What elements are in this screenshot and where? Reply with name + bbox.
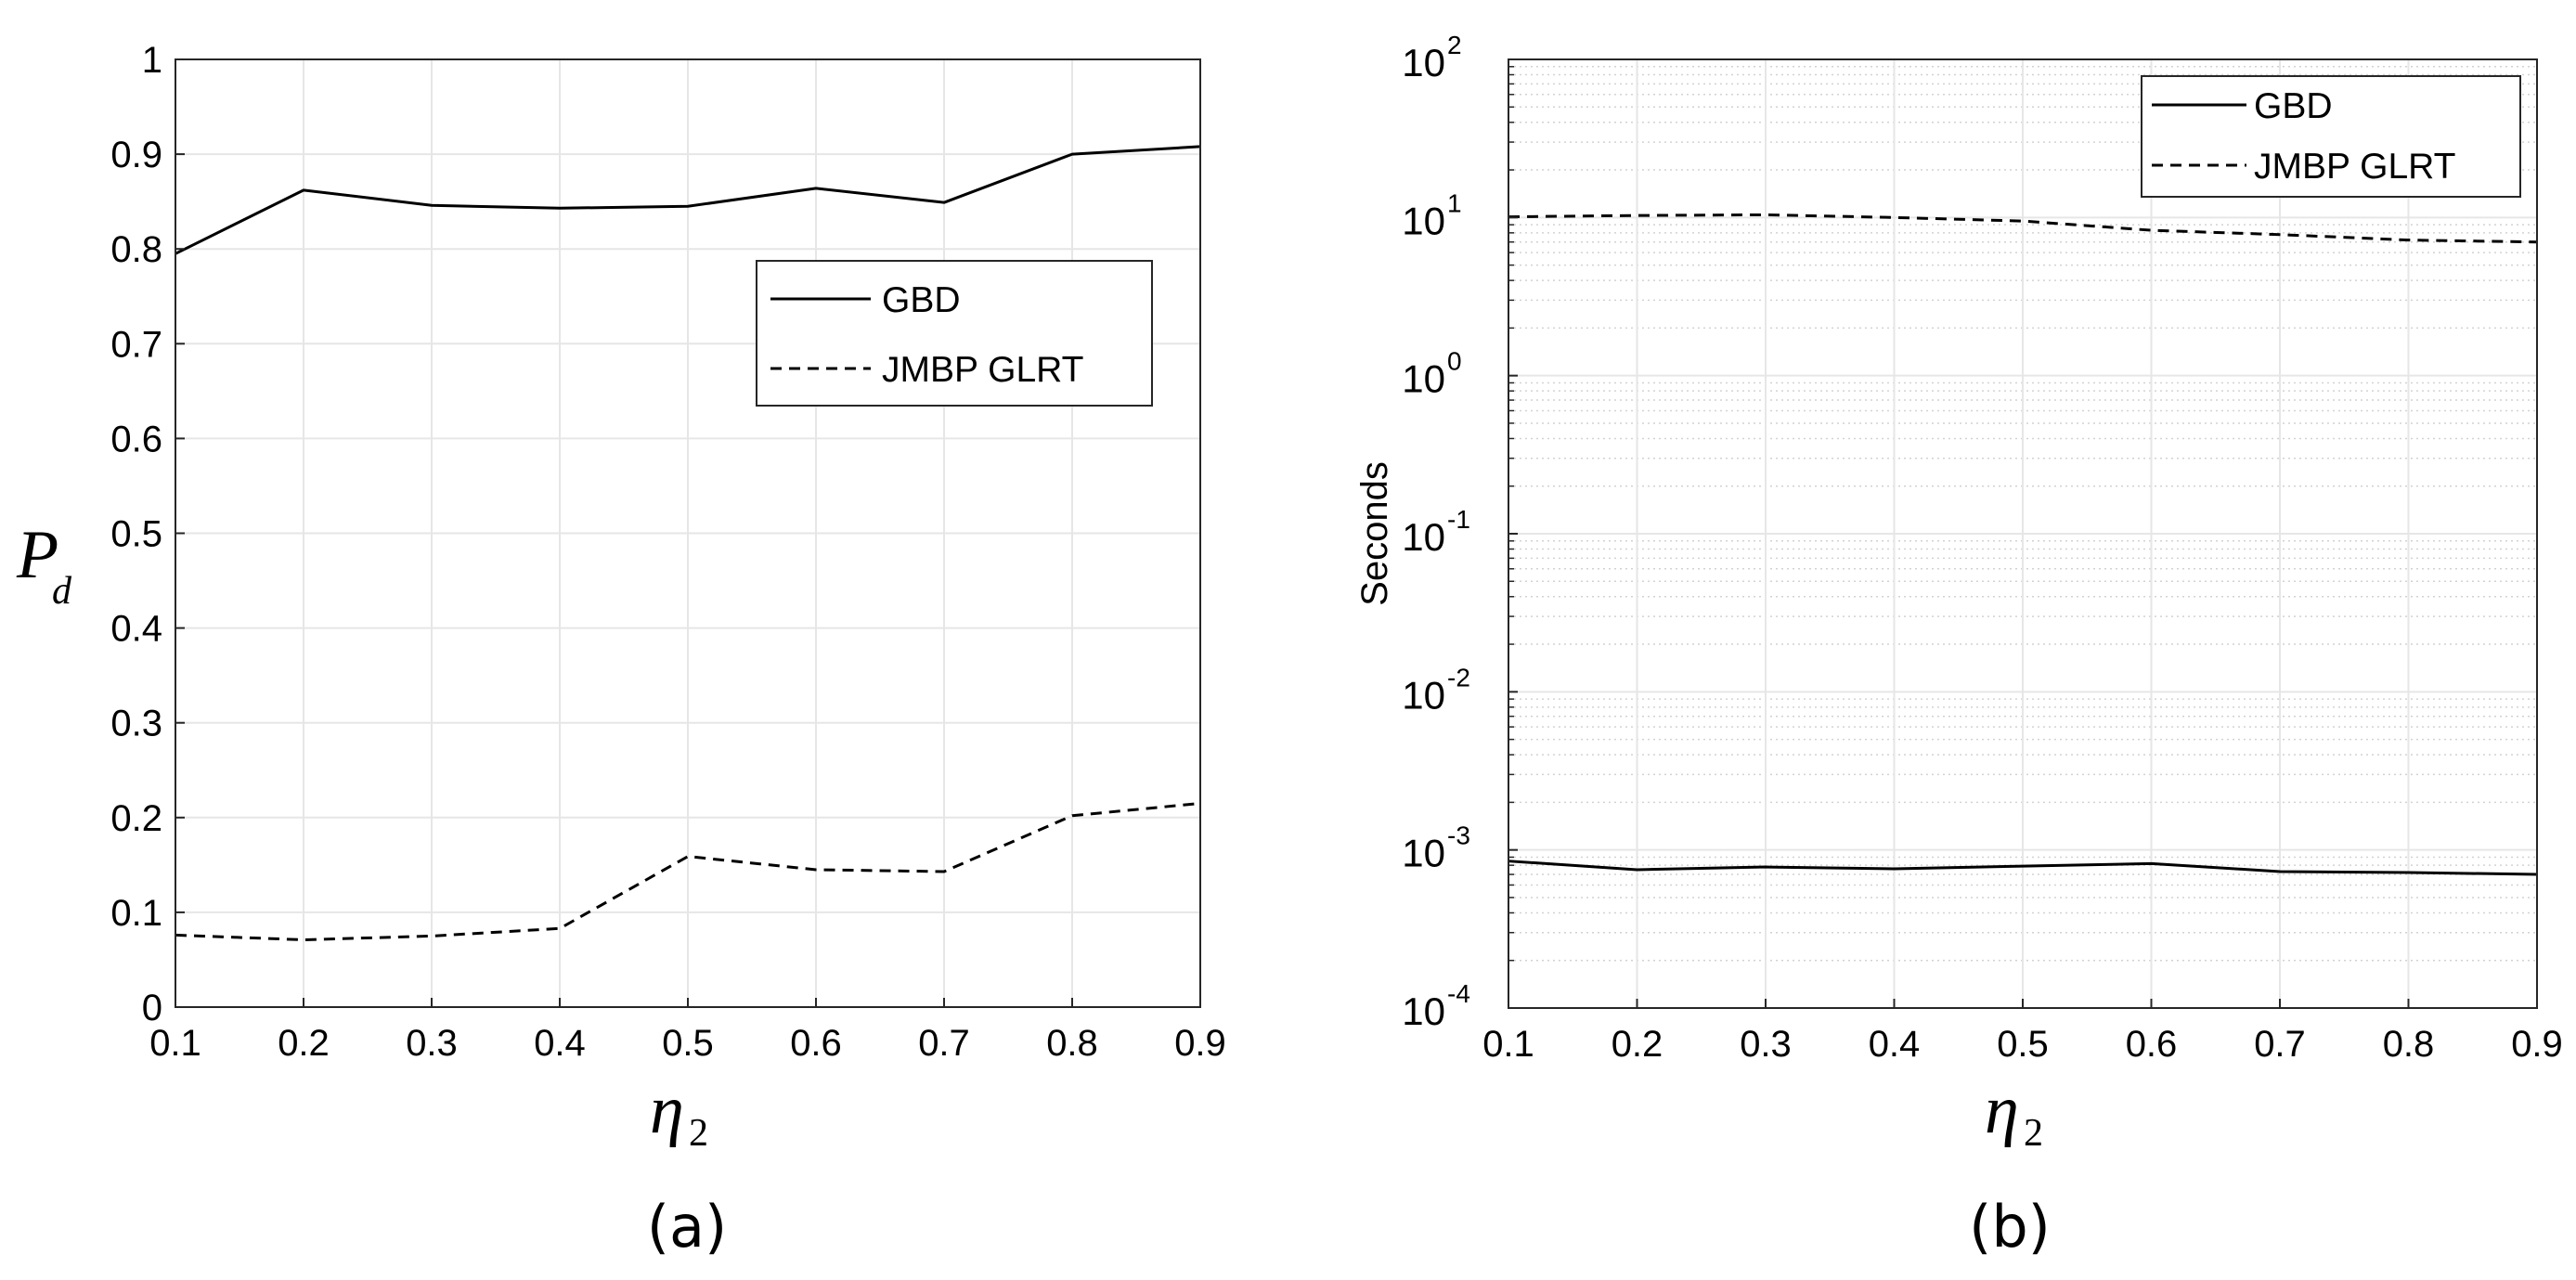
chart-b-legend-label-jmbp: JMBP GLRT xyxy=(2254,147,2455,187)
chart-b-ytick-label: 10 -3 xyxy=(1402,821,1470,875)
chart-a-ytick-label: 0 xyxy=(142,988,162,1028)
chart-a-ytick-label: 0.4 xyxy=(110,609,162,650)
chart-a-ylabel-subscript: d xyxy=(52,570,72,613)
chart-b-ytick-label-base: 10 xyxy=(1402,673,1445,717)
chart-a-ytick-label: 0.3 xyxy=(110,704,162,744)
chart-a-series-gbd-line xyxy=(175,145,1201,255)
chart-a-legend: GBD JMBP GLRT xyxy=(756,260,1153,407)
chart-a-ylabel: P xyxy=(16,517,58,593)
chart-b-ytick-label-base: 10 xyxy=(1402,832,1445,875)
chart-b-xlabel-subscript: 2 xyxy=(2024,1112,2043,1155)
chart-a: 0.1 0.2 0.3 0.4 0.5 0.6 0.7 0.8 0.900.10.20.30.4… xyxy=(16,40,1226,1261)
chart-b-ticks xyxy=(1508,58,2538,1009)
chart-b-xtick-label: 0.5 xyxy=(1997,1024,2049,1065)
chart-b-ytick-label-exponent: 0 xyxy=(1447,347,1462,376)
chart-a-xtick-label: 0.3 xyxy=(406,1023,458,1064)
chart-b-xtick-label: 0.2 xyxy=(1612,1024,1663,1065)
chart-b-xtick-label: 0.3 xyxy=(1740,1024,1792,1065)
chart-a-legend-label-gbd: GBD xyxy=(882,280,961,320)
chart-b-xlabel: η xyxy=(1985,1072,2019,1148)
chart-b-legend-box xyxy=(2141,75,2521,198)
chart-a-xtick-label: 0.7 xyxy=(918,1023,970,1064)
chart-b-series-jmbp-glrt-line xyxy=(1508,213,2538,244)
chart-b-xtick-label: 0.9 xyxy=(2511,1024,2563,1065)
chart-a-xtick-label: 0.8 xyxy=(1046,1023,1098,1064)
chart-b-ytick-label-exponent: -1 xyxy=(1447,505,1470,534)
chart-b-caption: (b) xyxy=(1969,1193,2051,1261)
chart-a-lines xyxy=(175,145,1201,942)
chart-b-ytick-label-exponent: -3 xyxy=(1447,821,1470,850)
chart-b-series-gbd-line xyxy=(1508,860,2538,876)
chart-a-legend-label-jmbp: JMBP GLRT xyxy=(882,350,1083,390)
chart-b-ytick-label: 10 -2 xyxy=(1402,663,1470,717)
chart-a-xtick-label: 0.2 xyxy=(278,1023,330,1064)
chart-b-ytick-label-base: 10 xyxy=(1402,989,1445,1033)
chart-a-ytick-label: 0.6 xyxy=(110,419,162,459)
chart-a-ytick-label: 0.9 xyxy=(110,135,162,175)
chart-b-ytick-label: 10 0 xyxy=(1402,347,1461,401)
chart-b-xtick-label: 0.1 xyxy=(1482,1024,1534,1065)
chart-a-ticks xyxy=(175,58,1201,1008)
chart-b: 0.1 0.2 0.3 0.4 0.5 0.6 0.7 0.8 0.910 -410 -310 -21… xyxy=(1354,31,2563,1261)
chart-b-ytick-label-exponent: -2 xyxy=(1447,663,1470,692)
chart-a-xlabel-subscript: 2 xyxy=(689,1112,708,1155)
chart-b-ytick-label-base: 10 xyxy=(1402,41,1445,84)
chart-b-tick-labels: 0.1 0.2 0.3 0.4 0.5 0.6 0.7 0.8 0.910 -410 -310 -21… xyxy=(1402,31,2563,1065)
chart-b-ytick-label-exponent: 1 xyxy=(1447,188,1462,217)
chart-a-ytick-label: 0.7 xyxy=(110,324,162,365)
chart-a-caption: (a) xyxy=(647,1193,727,1261)
chart-b-xtick-label: 0.6 xyxy=(2126,1024,2178,1065)
chart-b-ytick-label-base: 10 xyxy=(1402,357,1445,401)
chart-a-xlabel: η xyxy=(650,1072,684,1148)
chart-b-ytick-label: 10 -4 xyxy=(1402,979,1470,1033)
chart-a-tick-labels: 0.1 0.2 0.3 0.4 0.5 0.6 0.7 0.8 0.900.10.20.30.4… xyxy=(110,40,1225,1064)
chart-b-ytick-label-exponent: 2 xyxy=(1447,31,1462,59)
chart-a-xtick-label: 0.9 xyxy=(1174,1023,1226,1064)
chart-b-ylabel: Seconds xyxy=(1354,461,1395,606)
chart-a-series-jmbp-glrt-line xyxy=(175,801,1201,942)
chart-a-xtick-label: 0.1 xyxy=(149,1023,201,1064)
chart-b-xtick-label: 0.7 xyxy=(2254,1024,2306,1065)
chart-a-xtick-label: 0.6 xyxy=(790,1023,842,1064)
chart-b-ytick-label: 10 2 xyxy=(1402,31,1461,84)
chart-b-lines xyxy=(1508,213,2538,876)
chart-a-legend-box xyxy=(756,260,1153,407)
chart-a-ytick-label: 0.1 xyxy=(110,893,162,934)
chart-b-legend-label-gbd: GBD xyxy=(2254,86,2333,126)
chart-b-xtick-label: 0.4 xyxy=(1869,1024,1921,1065)
chart-a-ytick-label: 0.5 xyxy=(110,514,162,555)
chart-a-ytick-label: 1 xyxy=(142,40,162,81)
chart-b-ytick-label: 10 -1 xyxy=(1402,505,1470,559)
chart-a-ytick-label: 0.2 xyxy=(110,798,162,839)
chart-a-grid xyxy=(175,58,1201,1008)
chart-b-legend: GBD JMBP GLRT xyxy=(2141,75,2521,198)
chart-b-ytick-label: 10 1 xyxy=(1402,188,1461,242)
chart-b-ytick-label-base: 10 xyxy=(1402,199,1445,242)
chart-b-xtick-label: 0.8 xyxy=(2383,1024,2435,1065)
chart-a-xtick-label: 0.5 xyxy=(662,1023,714,1064)
chart-a-ytick-label: 0.8 xyxy=(110,229,162,270)
chart-a-xtick-label: 0.4 xyxy=(534,1023,586,1064)
chart-b-ytick-label-exponent: -4 xyxy=(1447,979,1470,1008)
chart-b-ytick-label-base: 10 xyxy=(1402,515,1445,559)
